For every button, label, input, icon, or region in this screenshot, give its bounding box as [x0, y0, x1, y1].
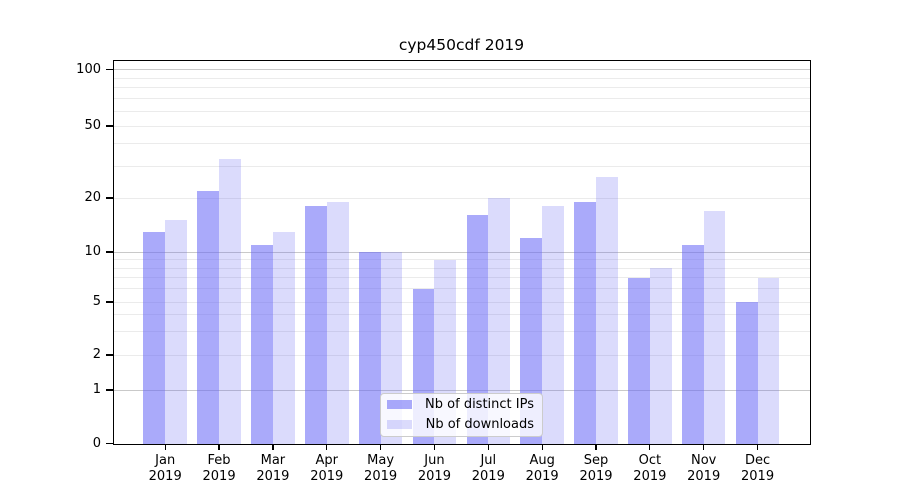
x-tick-label: Jan 2019 — [148, 453, 182, 484]
x-tick-label: Dec 2019 — [741, 453, 775, 484]
bar-downloads-mar — [272, 231, 295, 444]
bar-ips-jul — [466, 215, 489, 444]
bar-ips-may — [358, 252, 381, 444]
minor-gridline — [113, 87, 810, 89]
x-axis-tick — [595, 443, 597, 450]
y-axis-tick — [106, 443, 113, 445]
bar-ips-apr — [304, 206, 327, 444]
x-tick-label: Apr 2019 — [310, 453, 344, 484]
bar-ips-feb — [197, 190, 220, 444]
minor-gridline — [113, 314, 810, 316]
bar-ips-nov — [681, 244, 704, 444]
x-tick-label: Jun 2019 — [417, 453, 451, 484]
chart-title: cyp450cdf 2019 — [398, 36, 525, 54]
minor-gridline — [113, 143, 810, 145]
minor-gridline — [113, 354, 810, 356]
x-axis-tick — [487, 443, 489, 450]
y-tick-label: 50 — [84, 118, 101, 133]
bar-downloads-jul — [488, 198, 511, 444]
y-axis-tick — [106, 68, 113, 71]
bar-downloads-dec — [757, 277, 780, 444]
bar-downloads-feb — [219, 158, 241, 444]
x-tick-label: Mar 2019 — [256, 453, 290, 484]
bar-ips-aug — [520, 237, 543, 444]
x-tick-label: Oct 2019 — [633, 453, 667, 484]
bar-downloads-oct — [649, 268, 672, 444]
bar-ips-oct — [628, 277, 650, 444]
minor-gridline — [113, 197, 810, 199]
y-tick-label: 100 — [76, 61, 101, 77]
minor-gridline — [113, 165, 810, 167]
minor-gridline — [113, 277, 810, 279]
minor-gridline — [113, 98, 810, 100]
x-tick-label: Nov 2019 — [687, 453, 721, 484]
y-axis-tick — [106, 301, 113, 303]
bar-ips-sep — [574, 201, 596, 444]
x-axis-tick — [164, 443, 166, 450]
y-tick-label: 5 — [92, 294, 101, 309]
x-axis-tick — [379, 443, 382, 450]
minor-gridline — [113, 259, 810, 261]
y-tick-label: 2 — [92, 347, 101, 362]
y-axis-tick — [106, 354, 113, 356]
minor-gridline — [113, 301, 810, 303]
bar-downloads-aug — [542, 206, 564, 444]
bar-downloads-sep — [596, 177, 618, 444]
x-axis-tick — [326, 443, 328, 450]
x-tick-label: May 2019 — [364, 453, 398, 484]
x-tick-label: Aug 2019 — [525, 453, 559, 484]
y-tick-label: 10 — [84, 244, 101, 259]
bar-ips-mar — [251, 244, 273, 444]
legend-swatch-downloads-icon — [387, 419, 412, 430]
legend-label-distinct-ips: Nb of distinct IPs — [425, 397, 534, 412]
x-axis-tick — [433, 443, 436, 450]
legend: Nb of distinct IPs Nb of downloads — [380, 392, 543, 437]
x-axis-tick — [649, 443, 651, 450]
legend-item-downloads: Nb of downloads — [387, 416, 534, 433]
legend-swatch-distinct-ips-icon — [387, 399, 412, 410]
minor-gridline — [113, 331, 810, 333]
x-tick-label: Feb 2019 — [202, 453, 236, 484]
y-axis-tick — [106, 197, 113, 199]
x-axis-tick — [272, 443, 274, 450]
x-tick-label: Jul 2019 — [471, 453, 505, 484]
legend-label-downloads: Nb of downloads — [425, 417, 534, 432]
y-axis-tick — [106, 389, 113, 391]
minor-gridline — [113, 288, 810, 290]
bar-downloads-jan — [165, 220, 187, 444]
major-gridline — [113, 389, 810, 391]
bar-downloads-apr — [326, 201, 349, 444]
x-axis-tick — [541, 443, 543, 450]
y-tick-label: 20 — [84, 190, 101, 205]
legend-item-distinct-ips: Nb of distinct IPs — [387, 396, 534, 413]
x-axis-tick — [756, 443, 759, 450]
x-axis-tick — [703, 443, 705, 450]
major-gridline — [113, 69, 810, 70]
bar-downloads-nov — [703, 210, 726, 444]
minor-gridline — [113, 267, 810, 269]
x-tick-label: Sep 2019 — [579, 453, 613, 484]
minor-gridline — [113, 125, 810, 127]
major-gridline — [113, 251, 810, 253]
y-tick-label: 0 — [92, 435, 101, 451]
minor-gridline — [113, 110, 810, 112]
minor-gridline — [113, 77, 810, 79]
y-axis-tick — [106, 251, 113, 253]
bar-ips-dec — [735, 302, 758, 444]
bar-ips-jan — [143, 231, 166, 444]
x-axis-tick — [218, 443, 220, 450]
y-tick-label: 1 — [92, 382, 101, 397]
y-axis-tick — [106, 125, 113, 127]
